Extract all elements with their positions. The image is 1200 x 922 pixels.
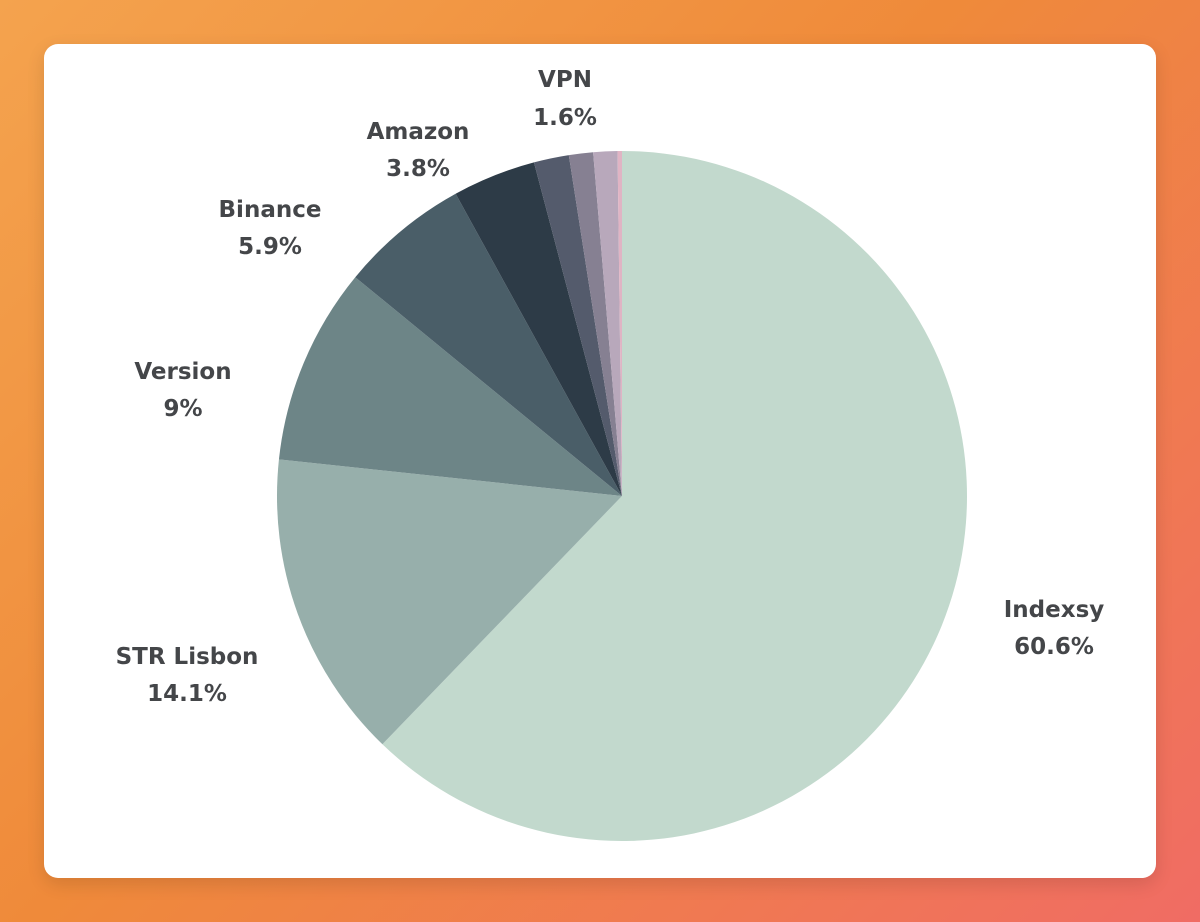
label-str-lisbon: STR Lisbon 14.1%	[116, 644, 259, 707]
label-indexsy-name: Indexsy	[1004, 597, 1105, 623]
label-binance: Binance 5.9%	[219, 197, 322, 260]
pie-slice-version	[278, 277, 622, 496]
label-indexsy-value: 60.6%	[1014, 634, 1094, 660]
label-amazon-value: 3.8%	[386, 156, 450, 182]
label-str-lisbon-value: 14.1%	[147, 681, 227, 707]
label-vpn-name: VPN	[538, 67, 592, 93]
pie-slice-amazon	[455, 162, 622, 497]
label-vpn: VPN 1.6%	[533, 67, 597, 131]
label-version-name: Version	[134, 359, 231, 385]
label-indexsy: Indexsy 60.6%	[1004, 597, 1105, 660]
pie-slice-unlabeled-8	[617, 151, 622, 496]
label-binance-value: 5.9%	[238, 234, 302, 260]
pie-slice-indexsy	[382, 151, 967, 842]
label-vpn-value: 1.6%	[533, 105, 597, 131]
label-amazon-name: Amazon	[367, 119, 470, 145]
pie-slice-unlabeled-6	[568, 152, 622, 496]
label-version-value: 9%	[163, 396, 202, 422]
label-version: Version 9%	[134, 359, 231, 422]
pie-slices	[276, 151, 967, 842]
label-str-lisbon-name: STR Lisbon	[116, 644, 259, 670]
pie-slice-binance	[355, 193, 622, 496]
label-binance-name: Binance	[219, 197, 322, 223]
pie-slice-unlabeled-7	[593, 151, 622, 496]
pie-slice-str-lisbon	[276, 459, 622, 745]
label-amazon: Amazon 3.8%	[367, 119, 470, 182]
pie-slice-vpn	[533, 155, 622, 496]
